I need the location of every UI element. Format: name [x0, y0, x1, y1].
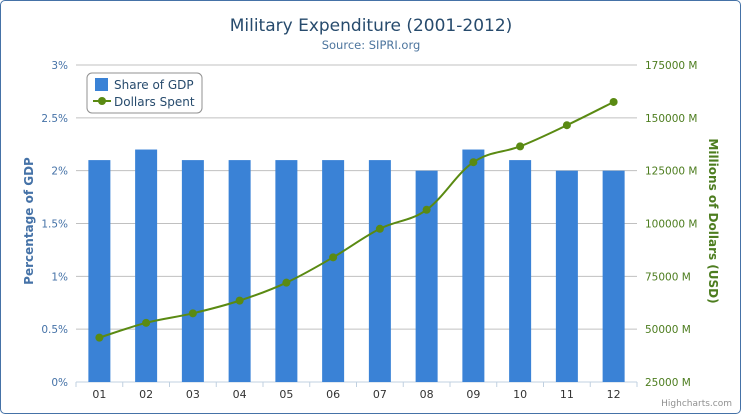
bar-share-of-gdp[interactable] — [135, 149, 158, 382]
bar-share-of-gdp[interactable] — [555, 170, 578, 382]
y-left-tick-label: 2.5% — [41, 113, 68, 125]
point-dollars-spent[interactable] — [609, 97, 618, 106]
y-axis-left-label: Percentage of GDP — [22, 157, 36, 285]
legend-dollars-spent[interactable]: Dollars Spent — [114, 95, 195, 109]
y-left-tick-label: 1.5% — [41, 219, 68, 231]
y-left-tick-label: 3% — [51, 60, 68, 72]
bar-share-of-gdp[interactable] — [275, 160, 298, 382]
chart-subtitle: Source: SIPRI.org — [322, 38, 421, 52]
point-dollars-spent[interactable] — [329, 253, 338, 262]
x-tick-label: 09 — [466, 388, 480, 401]
x-tick-label: 02 — [139, 388, 153, 401]
point-dollars-spent[interactable] — [375, 224, 384, 233]
credits-link[interactable]: Highcharts.com — [661, 399, 732, 409]
x-tick-label: 07 — [373, 388, 387, 401]
point-dollars-spent[interactable] — [516, 142, 525, 151]
x-tick-label: 10 — [513, 388, 527, 401]
legend[interactable]: Share of GDP Dollars Spent — [86, 72, 203, 114]
bar-share-of-gdp[interactable] — [368, 160, 391, 382]
point-dollars-spent[interactable] — [282, 278, 291, 287]
legend-line-marker — [98, 97, 106, 105]
x-tick-label: 01 — [92, 388, 106, 401]
line-dollars-spent — [99, 101, 615, 339]
bar-share-of-gdp[interactable] — [228, 160, 251, 382]
y-right-tick-label: 75000 M — [645, 271, 691, 283]
y-left-tick-label: 1% — [51, 271, 68, 283]
point-dollars-spent[interactable] — [562, 121, 571, 130]
x-tick-label: 05 — [279, 388, 293, 401]
legend-share-of-gdp[interactable]: Share of GDP — [114, 78, 194, 92]
bar-share-of-gdp[interactable] — [88, 160, 111, 382]
y-right-tick-label: 175000 M — [645, 60, 697, 72]
x-tick-label: 12 — [607, 388, 621, 401]
bar-share-of-gdp[interactable] — [415, 170, 438, 382]
legend-bar-swatch — [95, 78, 108, 91]
bar-share-of-gdp[interactable] — [509, 160, 532, 382]
point-dollars-spent[interactable] — [422, 205, 431, 214]
y-left-tick-label: 0.5% — [41, 324, 68, 336]
bar-share-of-gdp[interactable] — [322, 160, 345, 382]
x-tick-label: 06 — [326, 388, 340, 401]
point-dollars-spent[interactable] — [235, 296, 244, 305]
y-axis-right-label: Millions of Dollars (USD) — [706, 138, 720, 303]
x-tick-label: 03 — [186, 388, 200, 401]
y-right-tick-label: 50000 M — [645, 324, 691, 336]
x-tick-label: 11 — [560, 388, 574, 401]
y-right-tick-label: 25000 M — [645, 377, 691, 389]
y-right-tick-label: 125000 M — [645, 166, 697, 178]
point-dollars-spent[interactable] — [188, 309, 197, 318]
y-right-tick-label: 100000 M — [645, 219, 697, 231]
chart-title: Military Expenditure (2001-2012) — [230, 16, 513, 36]
y-right-tick-label: 150000 M — [645, 113, 697, 125]
point-dollars-spent[interactable] — [469, 158, 478, 167]
point-dollars-spent[interactable] — [95, 333, 104, 342]
y-left-tick-label: 2% — [51, 166, 68, 178]
bar-share-of-gdp[interactable] — [181, 160, 204, 382]
y-left-tick-label: 0% — [51, 377, 68, 389]
bar-share-of-gdp[interactable] — [602, 170, 625, 382]
bar-share-of-gdp[interactable] — [462, 149, 485, 382]
legend-box — [86, 72, 203, 114]
x-tick-label: 04 — [233, 388, 247, 401]
point-dollars-spent[interactable] — [142, 318, 151, 327]
x-tick-label: 08 — [420, 388, 434, 401]
